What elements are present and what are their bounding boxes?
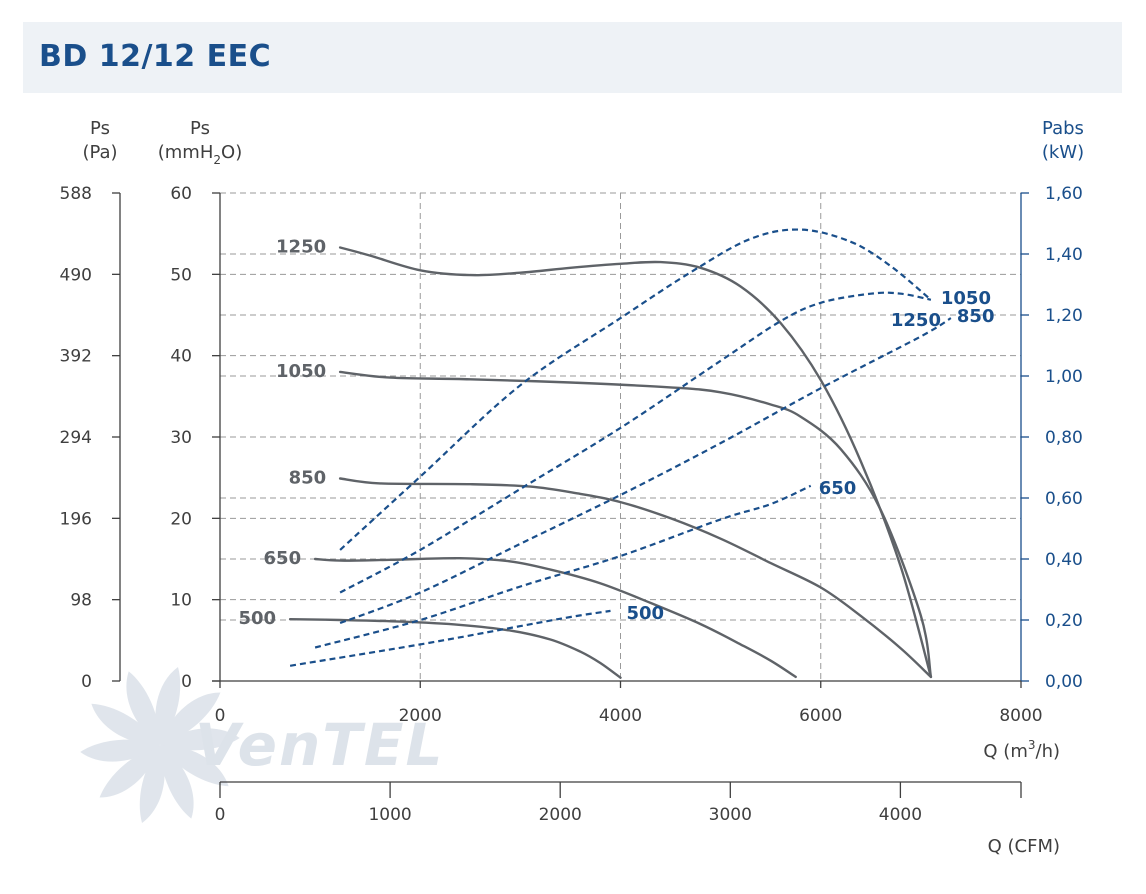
fan-blade-icon (80, 739, 160, 762)
power-curve-1250 (339, 228, 932, 551)
tick-label-pa: 0 (81, 672, 92, 692)
fan-blade-icon (155, 667, 181, 745)
axis-titles: Ps (Pa) Ps (mmH2O) Pabs (kW) Q (m3/h) Q (CFM) (82, 118, 1084, 857)
axis-title-kw-unit: (kW) (1042, 142, 1084, 163)
tick-label-mmh2o: 0 (181, 672, 192, 692)
power-curve-label-850: 850 (957, 306, 995, 327)
ventel-watermark: VenTEL (80, 667, 444, 823)
power-curve-label-500: 500 (626, 603, 664, 624)
fan-blade-icon (139, 745, 165, 823)
tick-label-pa: 490 (60, 265, 92, 285)
power-curve-label-1250: 1250 (891, 310, 941, 331)
pressure-curve-850 (338, 477, 933, 679)
tick-label-mmh2o: 20 (170, 509, 192, 529)
tick-label-pa: 588 (60, 184, 92, 204)
pressure-curves: 1250 1050 850 650 500 (239, 236, 933, 679)
tick-label-pa: 98 (70, 591, 92, 611)
pressure-curve-1250 (338, 246, 933, 679)
tick-label-m3h: 2000 (399, 706, 442, 726)
tick-label-cfm: 1000 (368, 805, 411, 825)
fan-blade-icon (160, 744, 229, 787)
fan-blade-icon (99, 745, 160, 798)
power-curve-850 (339, 317, 952, 625)
axis-title-kw: Pabs (1042, 118, 1084, 139)
pressure-curve-label-500: 500 (239, 608, 277, 629)
tick-label-kw: 0,60 (1045, 489, 1083, 509)
pressure-curve-1050 (338, 370, 933, 679)
tick-label-cfm: 2000 (539, 805, 582, 825)
tick-label-mmh2o: 10 (170, 591, 192, 611)
fan-blade-icon (160, 728, 240, 751)
axis-title-m3h: Q (m3/h) (983, 738, 1060, 762)
fan-logo-icon (80, 667, 240, 823)
tick-label-kw: 0,80 (1045, 428, 1083, 448)
tick-label-kw: 1,20 (1045, 306, 1083, 326)
tick-label-pa: 294 (60, 428, 92, 448)
tick-label-kw: 1,40 (1045, 245, 1083, 265)
pressure-curve-label-650: 650 (264, 548, 302, 569)
tick-label-mmh2o: 30 (170, 428, 192, 448)
axis-title-pa-unit: (Pa) (82, 142, 117, 163)
tick-label-mmh2o: 40 (170, 347, 192, 367)
watermark-text: VenTEL (195, 711, 444, 779)
grid-lines (220, 192, 1021, 681)
fan-blade-icon (159, 745, 194, 819)
tick-label-cfm: 0 (215, 805, 226, 825)
power-curve-label-650: 650 (819, 478, 857, 499)
tick-label-m3h: 8000 (999, 706, 1042, 726)
page-title: BD 12/12 EEC (39, 39, 272, 74)
title-bar: BD 12/12 EEC (23, 22, 1122, 93)
axis-title-mmh2o-unit: (mmH2O) (158, 142, 242, 167)
tick-label-cfm: 4000 (879, 805, 922, 825)
tick-label-kw: 0,40 (1045, 550, 1083, 570)
pressure-curve-650 (313, 556, 797, 679)
axis-title-cfm: Q (CFM) (988, 836, 1060, 857)
pressure-curve-500 (288, 618, 622, 679)
tick-label-kw: 1,60 (1045, 184, 1083, 204)
axis-title-mmh2o: Ps (190, 118, 210, 139)
tick-label-kw: 1,00 (1045, 367, 1083, 387)
tick-label-m3h: 4000 (599, 706, 642, 726)
tick-label-m3h: 6000 (799, 706, 842, 726)
tick-label-pa: 392 (60, 347, 92, 367)
axis-title-pa: Ps (90, 118, 110, 139)
fan-blade-icon (126, 671, 161, 745)
power-curve-650 (314, 484, 812, 649)
power-curve-500 (289, 609, 611, 667)
tick-label-pa: 196 (60, 509, 92, 529)
tick-label-kw: 0,00 (1045, 672, 1083, 692)
tick-label-m3h: 0 (215, 706, 226, 726)
fan-blade-icon (91, 703, 160, 746)
axes: 0 98 196 294 392 490 588 0 10 20 30 40 50 60 0,00 0,20 0… (60, 184, 1083, 825)
tick-label-kw: 0,20 (1045, 611, 1083, 631)
pressure-curve-label-1050: 1050 (276, 361, 326, 382)
fan-blade-icon (160, 692, 221, 745)
pressure-curve-label-1250: 1250 (276, 236, 326, 257)
tick-label-cfm: 3000 (709, 805, 752, 825)
tick-label-mmh2o: 60 (170, 184, 192, 204)
pressure-curve-label-850: 850 (289, 467, 327, 488)
power-curve-1050 (339, 291, 932, 594)
power-curve-label-1050: 1050 (941, 288, 991, 309)
tick-label-mmh2o: 50 (170, 265, 192, 285)
